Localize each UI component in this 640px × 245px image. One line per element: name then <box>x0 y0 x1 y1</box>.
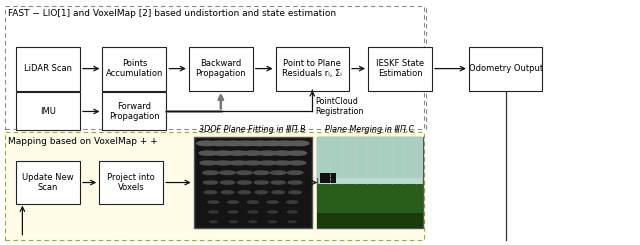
Ellipse shape <box>244 161 261 165</box>
Text: IMU: IMU <box>40 107 56 116</box>
Ellipse shape <box>272 191 284 194</box>
Text: Forward
Propagation: Forward Propagation <box>109 102 160 121</box>
Ellipse shape <box>204 191 217 194</box>
Ellipse shape <box>271 181 285 184</box>
Bar <box>275 47 349 91</box>
Ellipse shape <box>289 141 309 146</box>
Bar <box>320 173 337 183</box>
Ellipse shape <box>289 161 306 165</box>
Ellipse shape <box>236 141 256 146</box>
Ellipse shape <box>248 201 258 203</box>
Ellipse shape <box>268 211 277 213</box>
Ellipse shape <box>271 171 286 174</box>
Ellipse shape <box>228 201 239 203</box>
Ellipse shape <box>230 161 246 165</box>
Bar <box>5 132 424 240</box>
Text: Plane Merging in ⅢΠ.C: Plane Merging in ⅢΠ.C <box>325 124 415 134</box>
Text: Point to Plane
Residuals rᵢ, Σᵢ: Point to Plane Residuals rᵢ, Σᵢ <box>282 59 342 78</box>
Ellipse shape <box>289 221 296 223</box>
Ellipse shape <box>214 161 232 165</box>
Ellipse shape <box>287 201 298 203</box>
Ellipse shape <box>288 181 302 184</box>
Bar <box>16 161 80 204</box>
Ellipse shape <box>210 141 230 146</box>
Ellipse shape <box>243 151 262 155</box>
Ellipse shape <box>229 221 237 223</box>
Bar <box>16 47 80 91</box>
Bar <box>368 47 432 91</box>
Bar <box>317 137 422 178</box>
Ellipse shape <box>199 151 218 155</box>
Bar <box>102 92 166 130</box>
Bar <box>317 137 422 228</box>
Ellipse shape <box>209 221 217 223</box>
Ellipse shape <box>289 191 301 194</box>
Text: Odometry Output: Odometry Output <box>468 64 543 73</box>
Bar <box>5 6 424 129</box>
Bar <box>468 47 543 91</box>
Bar <box>317 213 422 228</box>
Ellipse shape <box>276 141 296 146</box>
Ellipse shape <box>220 181 234 184</box>
Bar <box>16 92 80 130</box>
Ellipse shape <box>273 151 292 155</box>
Ellipse shape <box>287 171 303 174</box>
Ellipse shape <box>254 181 268 184</box>
Ellipse shape <box>248 211 257 213</box>
Text: 3DOF Plane Fitting in ⅢΠ.B: 3DOF Plane Fitting in ⅢΠ.B <box>200 124 306 134</box>
Text: Project into
Voxels: Project into Voxels <box>108 173 155 192</box>
Bar <box>102 47 166 91</box>
Ellipse shape <box>228 151 247 155</box>
Text: IESKF State
Estimation: IESKF State Estimation <box>376 59 424 78</box>
Ellipse shape <box>250 141 269 146</box>
Ellipse shape <box>200 161 217 165</box>
Ellipse shape <box>214 151 232 155</box>
Ellipse shape <box>274 161 291 165</box>
Ellipse shape <box>253 171 269 174</box>
Ellipse shape <box>288 151 307 155</box>
Ellipse shape <box>237 171 252 174</box>
Ellipse shape <box>203 171 218 174</box>
Ellipse shape <box>262 141 283 146</box>
Ellipse shape <box>259 151 277 155</box>
Ellipse shape <box>255 191 268 194</box>
Text: PointCloud
Registration: PointCloud Registration <box>316 97 364 116</box>
Ellipse shape <box>249 221 257 223</box>
Ellipse shape <box>209 211 218 213</box>
Ellipse shape <box>267 201 278 203</box>
Text: Mapping based on VoxelMap + +: Mapping based on VoxelMap + + <box>8 137 158 146</box>
Text: FAST − LIO[1] and VoxelMap [2] based undistortion and state estimation: FAST − LIO[1] and VoxelMap [2] based und… <box>8 9 337 18</box>
Bar <box>189 47 253 91</box>
Ellipse shape <box>259 161 276 165</box>
Ellipse shape <box>269 221 276 223</box>
Bar <box>317 184 422 228</box>
Bar <box>193 137 312 228</box>
Text: Backward
Propagation: Backward Propagation <box>195 59 246 78</box>
Text: Update New
Scan: Update New Scan <box>22 173 74 192</box>
Ellipse shape <box>238 191 250 194</box>
Ellipse shape <box>196 141 217 146</box>
Ellipse shape <box>204 181 218 184</box>
Text: LiDAR Scan: LiDAR Scan <box>24 64 72 73</box>
Ellipse shape <box>220 171 235 174</box>
Ellipse shape <box>237 181 252 184</box>
Text: Points
Accumulation: Points Accumulation <box>106 59 163 78</box>
Ellipse shape <box>287 211 297 213</box>
Ellipse shape <box>223 141 243 146</box>
Ellipse shape <box>221 191 234 194</box>
Ellipse shape <box>228 211 237 213</box>
Ellipse shape <box>208 201 219 203</box>
Bar <box>99 161 163 204</box>
